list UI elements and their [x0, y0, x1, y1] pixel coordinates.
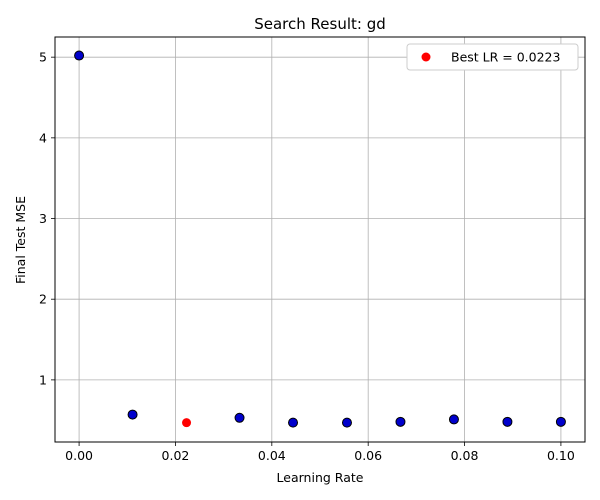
x-axis-ticks: 0.00 0.02 0.04 0.06 0.08 0.10	[65, 442, 575, 463]
x-tick-label: 0.06	[354, 448, 382, 463]
legend-label: Best LR = 0.0223	[451, 50, 560, 65]
plot-frame	[54, 36, 586, 443]
data-point	[127, 409, 138, 420]
x-axis-label: Learning Rate	[277, 470, 364, 485]
data-point	[182, 418, 192, 428]
x-tick-label: 0.10	[547, 448, 575, 463]
x-tick-label: 0.00	[65, 448, 93, 463]
y-tick-label: 5	[39, 50, 47, 65]
data-point	[288, 417, 299, 428]
data-point	[234, 412, 245, 423]
x-tick-label: 0.08	[451, 448, 479, 463]
y-axis-ticks: 1 2 3 4 5	[39, 50, 55, 387]
legend: Best LR = 0.0223	[406, 43, 579, 71]
grid	[55, 37, 585, 442]
y-tick-label: 2	[39, 292, 47, 307]
y-tick-label: 1	[39, 372, 47, 387]
x-tick-label: 0.04	[258, 448, 286, 463]
plot-area	[55, 37, 585, 442]
data-point	[555, 416, 566, 427]
data-point	[74, 50, 85, 61]
data-point	[341, 417, 352, 428]
data-point	[502, 416, 513, 427]
chart-title: Search Result: gd	[254, 15, 386, 33]
data-points	[74, 50, 566, 428]
y-tick-label: 4	[39, 130, 47, 145]
data-point	[395, 416, 406, 427]
legend-marker	[421, 52, 431, 62]
legend-frame	[406, 43, 579, 71]
y-tick-label: 3	[39, 211, 47, 226]
x-tick-label: 0.02	[162, 448, 190, 463]
y-axis-label: Final Test MSE	[13, 196, 28, 284]
data-point	[448, 414, 459, 425]
